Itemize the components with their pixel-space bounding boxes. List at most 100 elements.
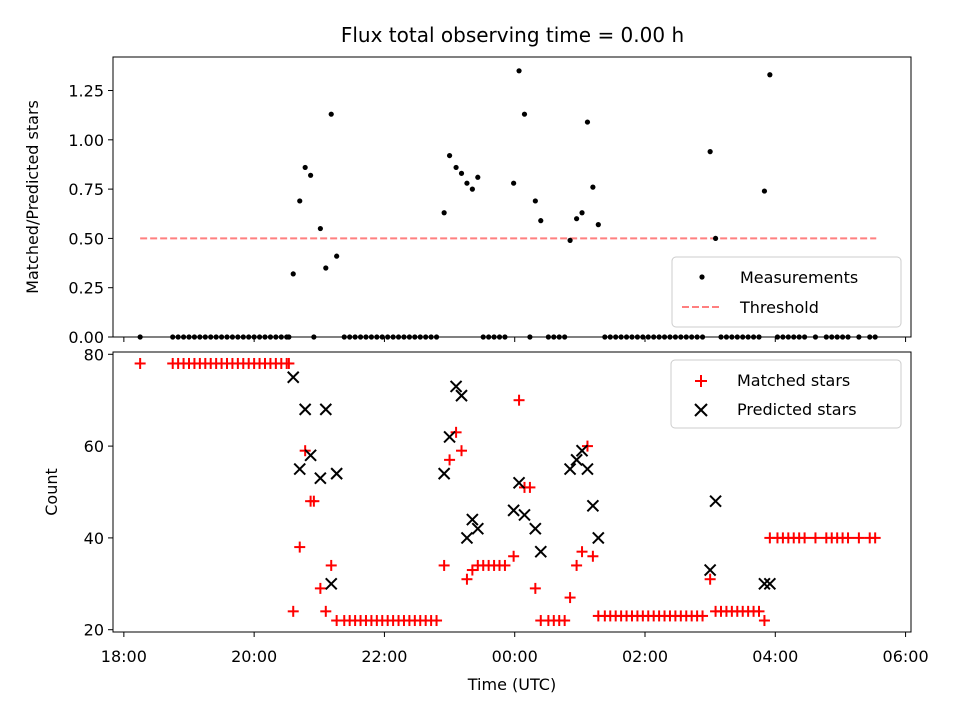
- measurement-point: [579, 210, 585, 216]
- count-y-axis-label: Count: [42, 468, 61, 516]
- predicted-star-point: [293, 462, 306, 476]
- measurement-point: [761, 188, 768, 194]
- count-x-axis: 18:00 20:00 22:00 00:00 02:00 04:00 06:00: [101, 632, 929, 666]
- ratio-y-tick-label: 0.00: [68, 328, 104, 347]
- matched-star-point: [287, 605, 299, 617]
- predicted-star-point: [325, 577, 338, 591]
- matched-star-point: [134, 357, 146, 369]
- ratio-y-tick-label: 1.00: [68, 131, 104, 150]
- ratio-y-tick-label: 0.25: [68, 279, 104, 298]
- predicted-star-point: [534, 545, 547, 558]
- predicted-star-point: [319, 403, 333, 416]
- predicted-x-b: [709, 494, 722, 508]
- count-x-tick-label: 22:00: [361, 647, 407, 666]
- predicted-x-b: [586, 499, 600, 512]
- matched-star-point: [461, 573, 473, 585]
- measurement-point: [328, 111, 334, 117]
- predicted-star-point: [703, 563, 717, 577]
- predicted-star-point: [298, 403, 312, 416]
- measurement-point: [590, 184, 596, 190]
- count-x-tick-label: 04:00: [752, 647, 798, 666]
- measurement-point: [567, 237, 573, 243]
- matched-star-point: [704, 573, 716, 585]
- predicted-x-b: [471, 522, 485, 535]
- predicted-star-point: [443, 430, 456, 444]
- chart-title: Flux total observing time = 0.00 h: [341, 23, 684, 47]
- matched-star-point: [564, 592, 576, 604]
- predicted-star-point: [449, 380, 463, 393]
- predicted-x-b: [763, 577, 777, 591]
- measurement-point: [334, 253, 340, 259]
- measurement-point: [584, 119, 591, 125]
- ratio-y-tick-label: 0.75: [68, 180, 104, 199]
- count-axes-frame: [112, 351, 912, 633]
- predicted-star-point: [575, 444, 589, 457]
- predicted-x-b: [304, 449, 317, 462]
- predicted-x-b: [319, 403, 333, 416]
- matched-star-point: [697, 610, 709, 622]
- measurement-point: [516, 68, 522, 74]
- matched-star-point: [524, 481, 536, 493]
- predicted-star-point: [287, 371, 300, 384]
- matched-star-point: [325, 559, 337, 571]
- matched-star-point: [431, 615, 443, 627]
- predicted-x-b: [325, 577, 338, 591]
- measurement-point: [475, 174, 481, 180]
- count-y-tick-label: 60: [84, 437, 104, 456]
- ratio-y-axis-label: Matched/Predicted stars: [23, 100, 42, 294]
- ratio-y-tick-label: 1.25: [68, 82, 104, 101]
- ratio-panel: 0.00 0.25 0.50 0.75 1.00 1.25 Matched/Predict…: [23, 56, 912, 347]
- count-plot-area: [134, 357, 881, 627]
- measurement-point: [441, 210, 447, 216]
- matched-star-point: [559, 615, 571, 627]
- predicted-star-point: [518, 508, 531, 522]
- matched-star-point: [320, 605, 332, 617]
- matched-star-point: [444, 454, 456, 466]
- predicted-star-point: [507, 504, 520, 517]
- matched-star-point: [283, 357, 295, 369]
- measurement-point: [290, 271, 296, 277]
- predicted-x-b: [529, 522, 542, 535]
- predicted-star-point: [529, 522, 542, 535]
- count-y-tick-label: 20: [84, 621, 104, 640]
- legend-measurements-label: Measurements: [740, 268, 858, 287]
- predicted-star-point: [586, 499, 600, 512]
- count-y-tick-label: 40: [84, 529, 104, 548]
- predicted-star-point: [763, 577, 777, 591]
- measurement-point: [712, 235, 719, 242]
- matched-star-point: [571, 559, 583, 571]
- legend-predicted-label: Predicted stars: [737, 400, 857, 419]
- count-x-tick-label: 00:00: [492, 647, 538, 666]
- matched-star-point: [499, 559, 511, 571]
- ratio-legend: Measurements Threshold: [671, 256, 902, 328]
- count-x-tick-label: 18:00: [101, 647, 147, 666]
- matched-star-point: [529, 582, 541, 594]
- matched-star-point: [853, 532, 865, 544]
- predicted-star-point: [455, 389, 468, 402]
- measurement-point: [317, 225, 323, 232]
- count-y-axis: 20 40 60 80: [84, 345, 113, 640]
- predicted-x-b: [534, 545, 547, 558]
- measurement-point: [767, 72, 773, 78]
- predicted-star-point: [330, 467, 343, 480]
- count-legend: Matched stars Predicted stars: [670, 359, 902, 429]
- ratio-y-tick-label: 0.50: [68, 229, 104, 248]
- predicted-x-b: [518, 508, 531, 522]
- predicted-x-b: [581, 462, 594, 476]
- measurement-point: [595, 222, 601, 228]
- measurement-point: [469, 186, 475, 192]
- predicted-x-b: [575, 444, 589, 457]
- legend-matched-marker: [695, 375, 707, 387]
- predicted-x-b: [703, 563, 717, 577]
- measurement-point: [458, 170, 465, 176]
- measurement-point: [532, 198, 538, 204]
- count-y-tick-label: 80: [84, 345, 104, 364]
- predicted-x-b: [443, 430, 456, 444]
- predicted-x-b: [512, 476, 526, 490]
- measurement-point: [574, 216, 580, 222]
- predicted-x-b: [507, 504, 520, 517]
- predicted-x-b: [330, 467, 343, 480]
- predicted-x-b: [758, 577, 771, 591]
- legend-threshold-label: Threshold: [739, 298, 819, 317]
